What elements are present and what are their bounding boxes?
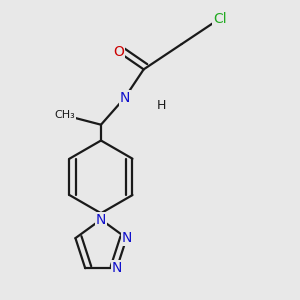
Text: N: N — [96, 213, 106, 226]
Text: N: N — [119, 91, 130, 105]
Text: O: O — [113, 45, 124, 59]
Text: N: N — [122, 231, 132, 245]
Text: H: H — [156, 99, 166, 112]
Text: Cl: Cl — [213, 12, 226, 26]
Text: N: N — [112, 261, 122, 275]
Text: CH₃: CH₃ — [54, 110, 75, 120]
